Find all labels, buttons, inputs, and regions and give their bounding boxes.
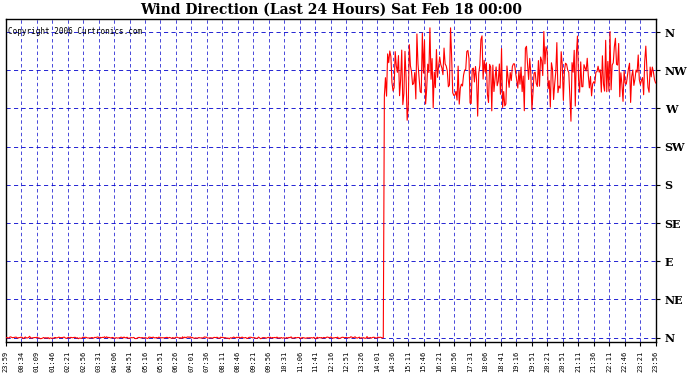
Title: Wind Direction (Last 24 Hours) Sat Feb 18 00:00: Wind Direction (Last 24 Hours) Sat Feb 1… <box>139 3 522 17</box>
Text: Copyright 2006 Curtronics.com: Copyright 2006 Curtronics.com <box>8 27 142 36</box>
